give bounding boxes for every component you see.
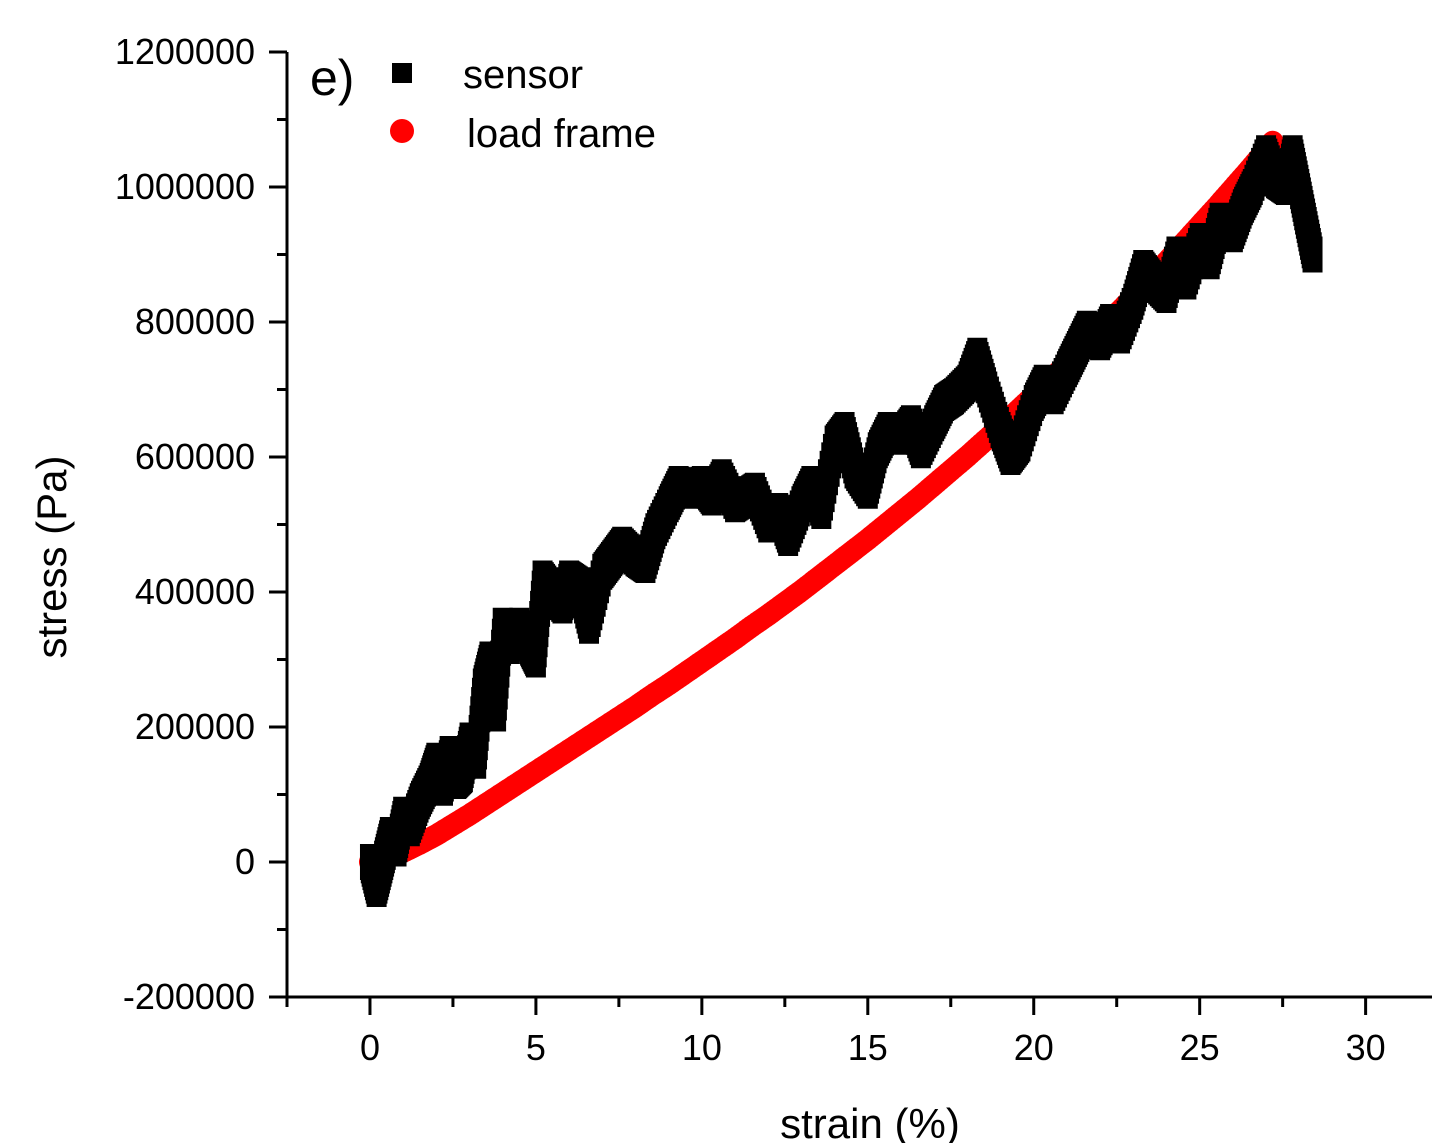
sensor-point [1302, 236, 1323, 273]
x-axis-title: strain (%) [780, 1100, 960, 1143]
y-tick-label: -200000 [123, 976, 255, 1017]
panel-label: e) [310, 50, 354, 106]
y-tick-label: 1200000 [115, 31, 255, 72]
y-tick-label: 0 [235, 841, 255, 882]
legend-load-frame-label: load frame [467, 112, 656, 156]
x-tick-label: 25 [1180, 1027, 1220, 1068]
y-axis-title: stress (Pa) [28, 455, 75, 658]
x-tick-label: 20 [1014, 1027, 1054, 1068]
sensor-series [359, 135, 1323, 907]
y-tick-label: 400000 [135, 571, 255, 612]
y-tick-label: 600000 [135, 436, 255, 477]
x-tick-label: 10 [682, 1027, 722, 1068]
x-tick-label: 30 [1346, 1027, 1386, 1068]
legend-sensor-marker [392, 63, 412, 83]
y-tick-label: 200000 [135, 706, 255, 747]
x-tick-label: 15 [848, 1027, 888, 1068]
x-tick-label: 0 [360, 1027, 380, 1068]
ticks: -200000 0 200000 400000 600000 800000 1000000 1… [115, 31, 1386, 1068]
legend-load-frame-marker [390, 119, 414, 143]
x-tick-label: 5 [526, 1027, 546, 1068]
legend: sensor load frame [390, 53, 656, 156]
y-tick-label: 1000000 [115, 166, 255, 207]
y-tick-label: 800000 [135, 301, 255, 342]
legend-sensor-label: sensor [463, 53, 583, 97]
